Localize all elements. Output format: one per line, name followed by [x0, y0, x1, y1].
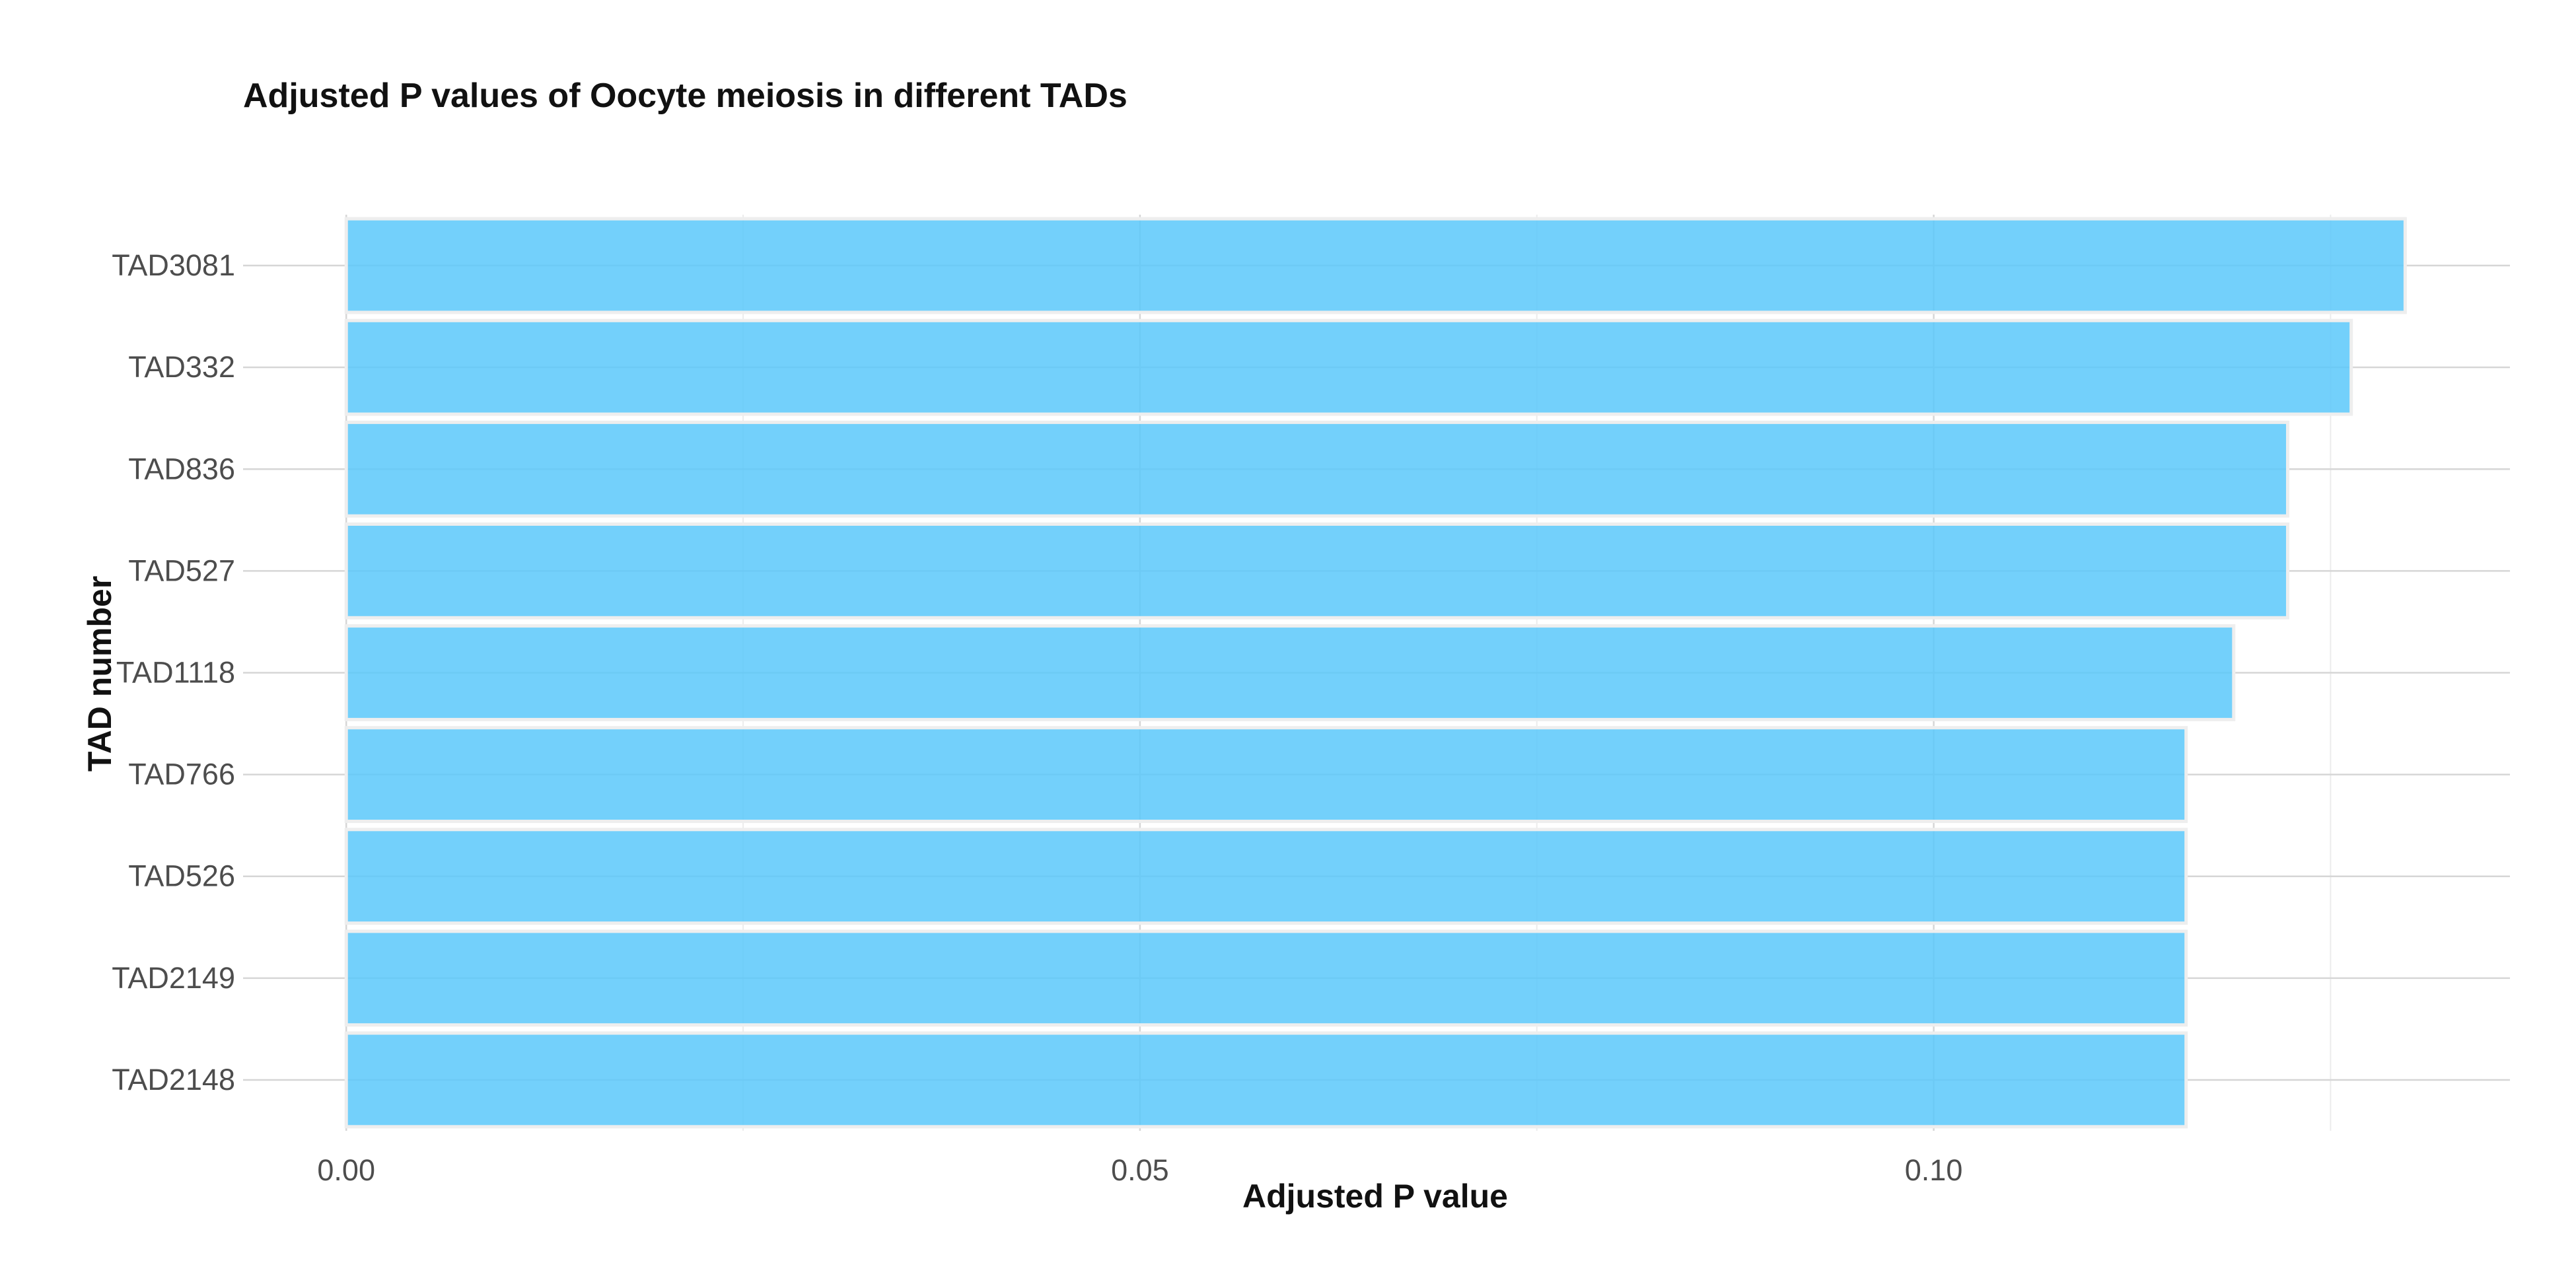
x-tick-label: 0.10: [1905, 1153, 1963, 1187]
bar-tad3081: [344, 217, 2407, 314]
bar-tad2149: [344, 929, 2188, 1027]
x-tick-label: 0.00: [317, 1153, 375, 1187]
y-axis-title: TAD number: [81, 576, 118, 771]
y-tick-labels: TAD3081 TAD332 TAD836 TAD527 TAD1118 TAD766 TA…: [112, 248, 235, 1096]
bar-tad526: [344, 828, 2188, 925]
x-tick-labels: 0.00 0.05 0.10: [317, 1153, 1962, 1187]
y-tick-label: TAD766: [128, 758, 235, 791]
bar-tad2148: [344, 1031, 2188, 1129]
y-tick-label: TAD2148: [112, 1063, 235, 1096]
y-tick-label: TAD332: [128, 350, 235, 384]
y-tick-label: TAD526: [128, 859, 235, 893]
x-tick-label: 0.05: [1111, 1153, 1169, 1187]
chart-title: Adjusted P values of Oocyte meiosis in d…: [243, 77, 1127, 115]
x-axis-title: Adjusted P value: [1242, 1178, 1508, 1215]
bars: [344, 217, 2407, 1129]
y-tick-label: TAD836: [128, 452, 235, 485]
bar-tad332: [344, 318, 2353, 416]
y-tick-label: TAD3081: [112, 248, 235, 282]
y-tick-label: TAD527: [128, 554, 235, 587]
y-tick-label: TAD2149: [112, 961, 235, 995]
bar-tad1118: [344, 624, 2236, 721]
bar-tad836: [344, 420, 2290, 518]
y-tick-label: TAD1118: [116, 656, 235, 690]
bar-tad766: [344, 726, 2188, 824]
bar-tad527: [344, 522, 2290, 620]
